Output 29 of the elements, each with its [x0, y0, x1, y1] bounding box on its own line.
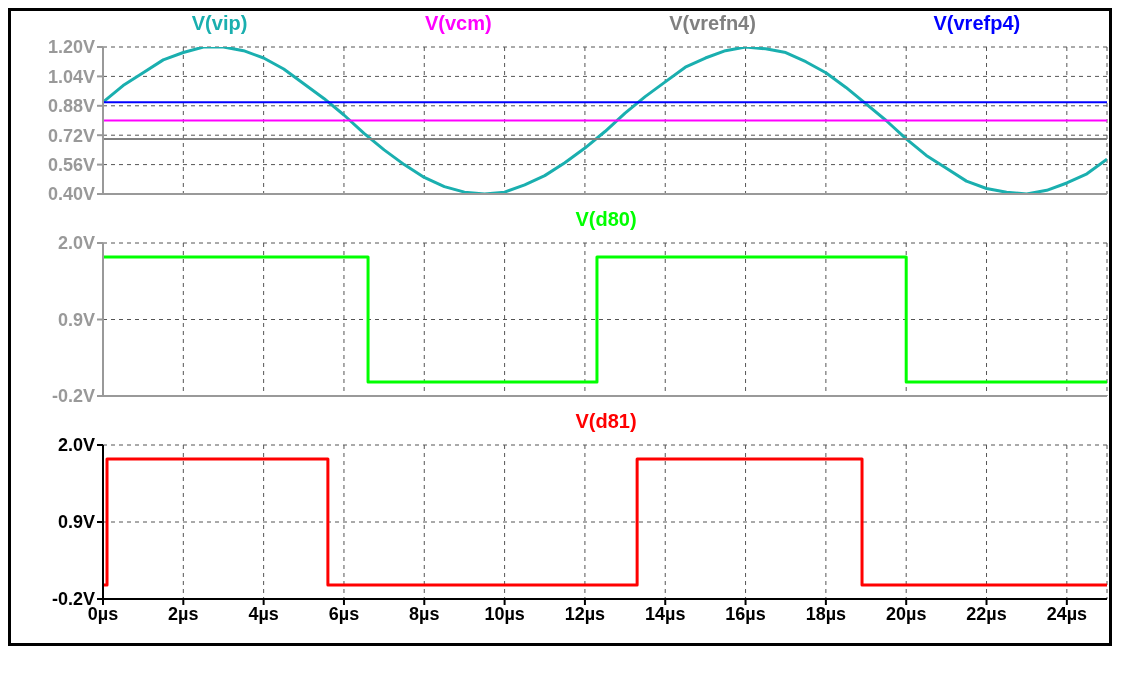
x-tick-label: 4µs [248, 603, 279, 624]
x-tick-label: 14µs [645, 603, 686, 624]
y-tick-label: 0.9V [57, 512, 95, 533]
x-tick-label: 24µs [1046, 603, 1088, 624]
y-tick-label: -0.2V [51, 386, 95, 407]
x-tick-label: 22µs [966, 603, 1007, 624]
y-tick-label: 0.72V [47, 125, 95, 146]
series-label: V(vip) [191, 12, 248, 35]
y-tick-label: 1.04V [47, 66, 95, 87]
x-tick-label: 12µs [564, 603, 606, 624]
y-tick-label: 0.56V [47, 154, 95, 175]
x-tick-label: 10µs [484, 603, 525, 624]
x-tick-label: 8µs [409, 603, 440, 624]
text: V(vrefn4) [669, 12, 756, 35]
y-tick-label: 2.0V [57, 435, 95, 456]
y-tick-label: 0.88V [47, 96, 95, 117]
x-tick-label: 18µs [805, 603, 847, 624]
text: V(vcm) [424, 12, 492, 35]
x-tick-label: 6µs [328, 603, 360, 624]
y-tick-label: 2.0V [57, 233, 95, 254]
x-tick-label: 16µs [725, 603, 766, 624]
y-tick-label: 0.40V [47, 184, 95, 205]
series-label: V(d80) [575, 208, 637, 231]
x-tick-label: 2µs [168, 603, 199, 624]
x-tick-label: 20µs [886, 603, 927, 624]
y-tick-label: 1.20V [47, 37, 95, 58]
y-tick-label: 0.9V [57, 309, 95, 330]
series-label: V(d81) [575, 410, 637, 433]
text: V(vrefp4) [933, 12, 1021, 35]
